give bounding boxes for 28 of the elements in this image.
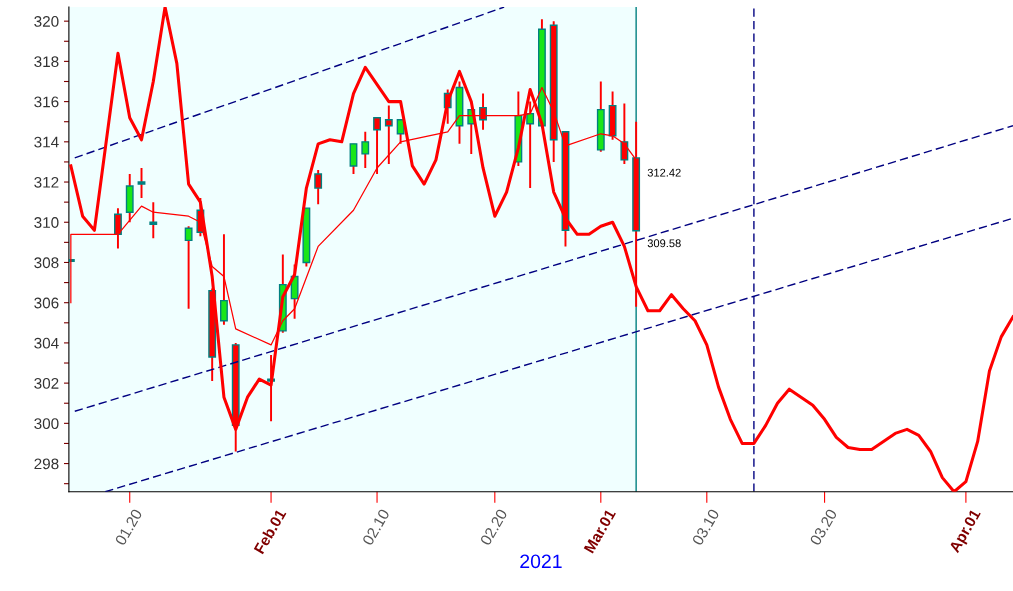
y-tick-label: 320 (34, 16, 59, 27)
y-tick-label: 300 (34, 418, 59, 430)
annotation: 309.58 (647, 239, 681, 248)
y-tick-label: 312 (34, 176, 59, 188)
y-tick-label: 314 (34, 136, 59, 148)
y-tick-label: 298 (34, 458, 59, 470)
candlestick (479, 92, 487, 131)
y-tick-label: 304 (34, 337, 59, 349)
candlestick (620, 102, 629, 165)
candlestick (349, 142, 358, 175)
candlestick (220, 233, 228, 326)
candlestick (526, 100, 535, 190)
candlestick (373, 116, 381, 175)
annotation: 312.42 (647, 168, 681, 177)
y-tick-label: 318 (34, 56, 59, 68)
y-tick-label: 302 (34, 377, 59, 389)
candlestick (384, 104, 393, 165)
y-tick-label: 310 (34, 217, 59, 228)
candlestick (137, 166, 146, 200)
candlestick (184, 225, 193, 310)
candlestick (114, 207, 122, 250)
x-axis-title: 2021 (520, 554, 562, 569)
y-tick-label: 316 (34, 96, 59, 108)
candlestick (361, 130, 370, 169)
y-tick-label: 308 (34, 257, 59, 269)
y-tick-label: 306 (34, 297, 59, 309)
candlestick (149, 201, 158, 240)
candlestick (314, 169, 323, 206)
